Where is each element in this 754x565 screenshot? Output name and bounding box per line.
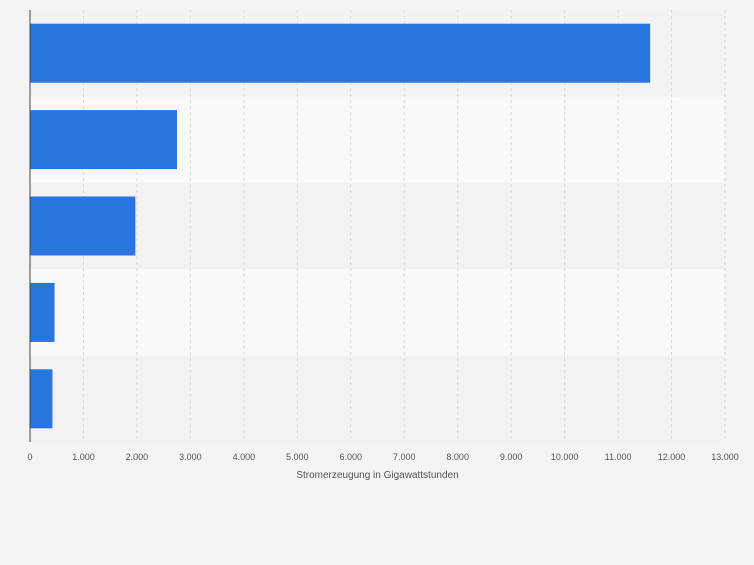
x-tick-label: 4.000 — [233, 452, 256, 462]
x-tick-label: 7.000 — [393, 452, 416, 462]
x-tick-label: 9.000 — [500, 452, 523, 462]
x-tick-label: 5.000 — [286, 452, 309, 462]
row-bands — [30, 10, 725, 442]
bar[interactable] — [30, 282, 55, 342]
x-tick-label: 2.000 — [126, 452, 149, 462]
bar[interactable] — [30, 23, 651, 83]
x-tick-label: 1.000 — [72, 452, 95, 462]
x-tick-label: 3.000 — [179, 452, 202, 462]
x-tick-label: 13.000 — [711, 452, 739, 462]
row-band — [30, 182, 725, 270]
bar[interactable] — [30, 110, 178, 170]
row-band — [30, 355, 725, 442]
x-tick-label: 6.000 — [340, 452, 363, 462]
x-tick-label: 8.000 — [446, 452, 469, 462]
x-tick-label: 12.000 — [658, 452, 686, 462]
bar[interactable] — [30, 196, 136, 256]
bars — [30, 23, 651, 429]
x-tick-label: 10.000 — [551, 452, 579, 462]
x-axis-label: Stromerzeugung in Gigawattstunden — [296, 470, 458, 481]
row-band — [30, 269, 725, 356]
x-tick-label: 11.000 — [605, 452, 632, 462]
bar[interactable] — [30, 369, 53, 429]
x-tick-label: 0 — [27, 452, 32, 462]
x-tick-labels: 0 1.000 2.000 3.000 4.000 5.000 6.000 7.000 8.00… — [27, 452, 738, 462]
